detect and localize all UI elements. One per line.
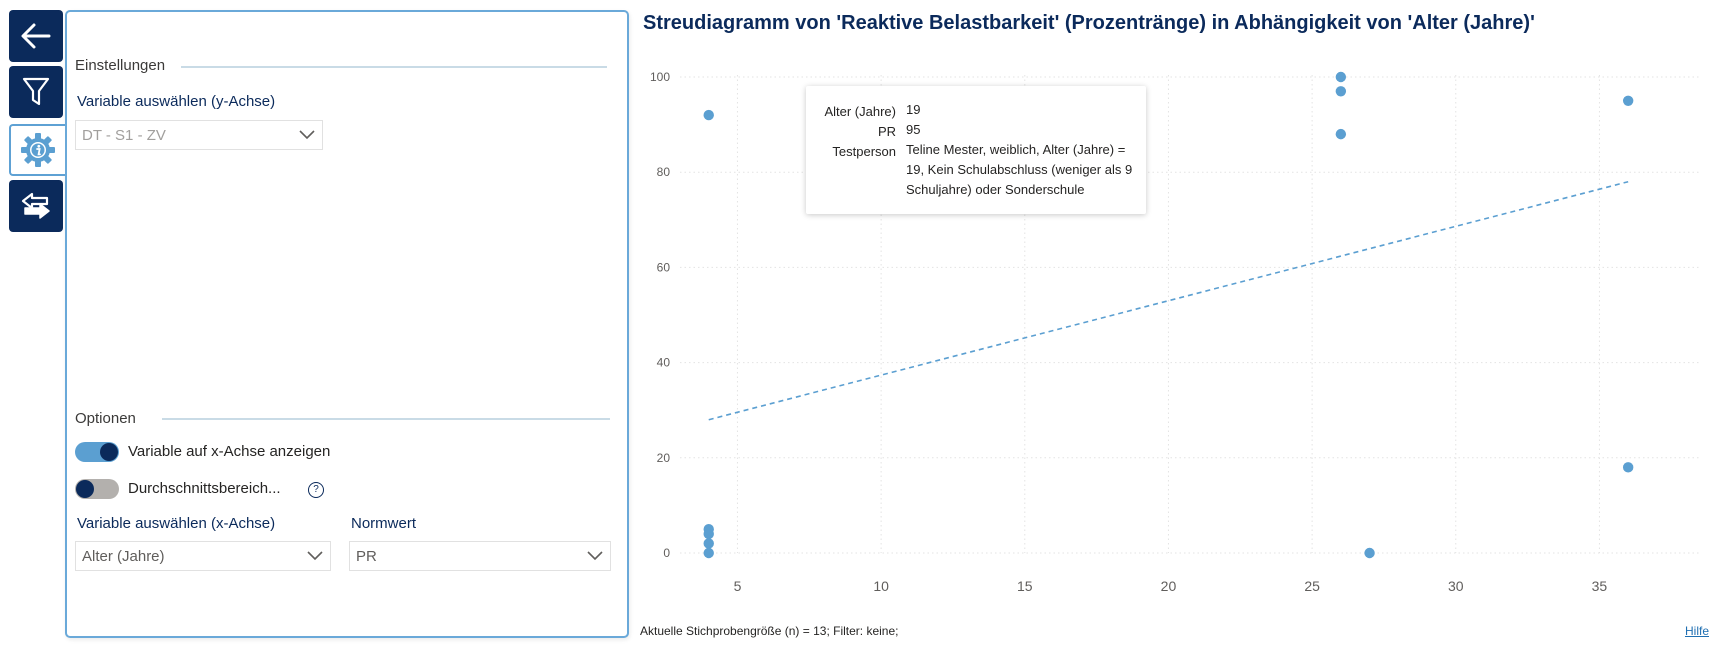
gear-info-icon xyxy=(21,133,55,167)
data-point[interactable] xyxy=(1622,95,1634,106)
y-variable-dropdown[interactable]: DT - S1 - ZV xyxy=(75,120,323,150)
y-variable-label: Variable auswählen (y-Achse) xyxy=(77,93,276,110)
options-divider xyxy=(162,418,610,420)
x-tick-label: 30 xyxy=(1448,578,1464,594)
x-axis-toggle-label: Variable auf x-Achse anzeigen xyxy=(128,443,331,460)
help-link[interactable]: Hilfe xyxy=(1684,624,1709,638)
norm-dropdown[interactable]: PR xyxy=(349,541,611,571)
back-button[interactable] xyxy=(9,10,63,62)
x-tick-label: 25 xyxy=(1304,578,1320,594)
average-range-toggle[interactable] xyxy=(75,479,119,499)
swap-arrows-icon xyxy=(21,192,50,219)
data-point[interactable] xyxy=(1335,128,1347,140)
filter-button[interactable] xyxy=(9,66,63,118)
x-tick-label: 35 xyxy=(1592,578,1608,594)
chart-title: Streudiagramm von 'Reaktive Belastbarkei… xyxy=(643,12,1535,34)
settings-divider xyxy=(181,66,607,68)
x-tick-label: 10 xyxy=(873,578,889,594)
sample-size-note: Aktuelle Stichprobengröße (n) = 13; Filt… xyxy=(640,624,899,638)
scatter-chart[interactable]: 0 20 40 60 80 100 5 10 15 20 25 30 35 xyxy=(630,50,1710,620)
data-point[interactable] xyxy=(703,528,714,540)
x-variable-label: Variable auswählen (x-Achse) xyxy=(77,515,276,532)
data-point[interactable] xyxy=(1335,71,1347,83)
trend-line xyxy=(708,180,1629,421)
data-point[interactable] xyxy=(1622,462,1634,473)
x-axis-toggle[interactable] xyxy=(75,442,119,462)
y-tick-label: 20 xyxy=(657,451,671,465)
chevron-down-icon xyxy=(580,541,610,571)
norm-value: PR xyxy=(356,547,377,565)
swap-button[interactable] xyxy=(9,180,63,232)
data-point-tooltip: Alter (Jahre) 19 PR 95 Testperson Teline… xyxy=(806,86,1146,214)
options-section-title: Optionen xyxy=(75,410,136,427)
y-variable-value: DT - S1 - ZV xyxy=(82,126,166,144)
data-point[interactable] xyxy=(1364,547,1375,559)
chevron-down-icon xyxy=(292,120,322,150)
filter-icon xyxy=(22,77,50,106)
tooltip-key: Alter (Jahre) xyxy=(824,104,896,119)
tooltip-value: Teline Mester, weiblich, Alter (Jahre) =… xyxy=(906,142,1133,197)
arrow-left-icon xyxy=(21,23,51,49)
average-range-toggle-label: Durchschnittsbereich... xyxy=(128,480,281,497)
x-variable-value: Alter (Jahre) xyxy=(82,547,165,565)
y-tick-label: 40 xyxy=(657,356,671,370)
y-tick-label: 0 xyxy=(663,546,670,560)
data-point[interactable] xyxy=(703,538,714,549)
settings-section-title: Einstellungen xyxy=(75,57,166,74)
y-tick-label: 100 xyxy=(650,70,670,84)
settings-panel: Einstellungen Variable auswählen (y-Achs… xyxy=(65,10,629,638)
data-point[interactable] xyxy=(703,547,714,559)
tooltip-key: Testperson xyxy=(832,144,896,159)
x-tick-label: 15 xyxy=(1017,578,1033,594)
x-variable-dropdown[interactable]: Alter (Jahre) xyxy=(75,541,331,571)
tooltip-key: PR xyxy=(877,124,896,139)
data-point[interactable] xyxy=(703,109,714,121)
x-tick-label: 20 xyxy=(1161,578,1177,594)
settings-button[interactable] xyxy=(9,124,65,176)
tooltip-value: 19 xyxy=(906,102,921,117)
chevron-down-icon xyxy=(300,541,330,571)
help-icon[interactable]: ? xyxy=(308,482,324,498)
tooltip-value: 95 xyxy=(906,122,921,137)
x-tick-label: 5 xyxy=(734,578,742,594)
norm-label: Normwert xyxy=(351,515,417,532)
data-point[interactable] xyxy=(1335,86,1347,97)
y-tick-label: 80 xyxy=(657,165,671,179)
toggle-knob xyxy=(76,480,94,498)
y-tick-label: 60 xyxy=(657,260,671,274)
toggle-knob xyxy=(100,443,118,461)
